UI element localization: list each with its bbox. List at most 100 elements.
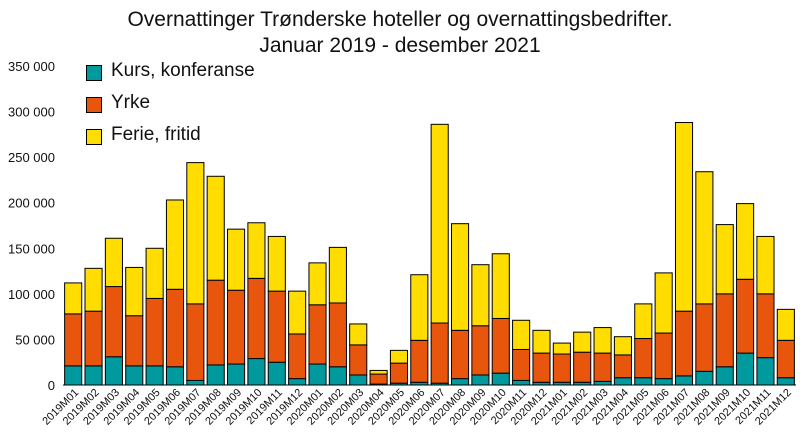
bar-segment-ferie-2020M09: [471, 264, 490, 327]
bar-segment-yrke-2021M02: [573, 351, 592, 383]
bar-segment-ferie-2020M06: [410, 274, 429, 341]
bar-segment-ferie-2020M08: [450, 223, 470, 331]
bar-segment-ferie-2020M02: [328, 246, 347, 304]
bar-segment-kurs-2020M09: [471, 374, 490, 386]
bar-segment-ferie-2020M11: [512, 319, 531, 350]
y-tick-label: 0: [48, 378, 55, 393]
bar-segment-ferie-2019M10: [247, 222, 266, 279]
bar-segment-kurs-2020M03: [349, 374, 368, 386]
legend-label-yrke: Yrke: [111, 92, 151, 113]
bar-segment-kurs-2020M02: [328, 366, 347, 386]
bar-segment-kurs-2019M05: [145, 365, 164, 386]
bar-segment-kurs-2019M10: [247, 358, 266, 386]
bar-segment-ferie-2021M03: [593, 327, 612, 354]
bar-segment-yrke-2020M04: [369, 373, 388, 385]
bar-segment-yrke-2021M06: [654, 332, 673, 380]
bar-segment-yrke-2021M12: [776, 339, 795, 379]
bar-segment-ferie-2019M03: [104, 237, 123, 288]
bar-segment-yrke-2019M11: [267, 290, 286, 363]
legend-label-ferie: Ferie, fritid: [111, 124, 201, 145]
bar-segment-ferie-2021M01: [552, 342, 571, 355]
bar-segment-kurs-2021M04: [613, 377, 632, 386]
bar-segment-yrke-2021M05: [634, 338, 653, 379]
bar-segment-ferie-2019M05: [145, 247, 164, 299]
bar-segment-ferie-2020M05: [389, 349, 409, 364]
bar-segment-yrke-2020M07: [430, 322, 449, 384]
y-tick-label: 100 000: [8, 287, 55, 302]
bar-segment-yrke-2021M09: [715, 293, 734, 368]
bar-segment-kurs-2019M07: [186, 379, 205, 386]
bar-segment-ferie-2020M01: [308, 262, 327, 306]
chart-title: Overnattinger Trønderske hoteller og ove…: [127, 8, 673, 31]
bar-segment-yrke-2019M03: [104, 286, 123, 358]
y-tick-label: 350 000: [8, 59, 55, 74]
bar-segment-yrke-2021M11: [756, 293, 775, 359]
bar-segment-yrke-2019M02: [84, 310, 103, 367]
chart-subtitle: Januar 2019 - desember 2021: [259, 34, 541, 57]
y-tick-label: 200 000: [8, 196, 55, 211]
bar-segment-yrke-2020M03: [349, 344, 368, 376]
bar-segment-ferie-2021M08: [695, 171, 714, 305]
y-tick-label: 150 000: [8, 241, 55, 256]
bar-segment-yrke-2021M03: [593, 352, 612, 382]
bar-segment-kurs-2019M04: [125, 365, 144, 386]
bar-segment-ferie-2021M04: [613, 336, 632, 356]
bar-segment-kurs-2021M05: [634, 377, 653, 386]
bar-segment-ferie-2020M07: [430, 123, 449, 324]
bar-segment-ferie-2021M12: [776, 308, 795, 341]
bar-segment-yrke-2020M02: [328, 302, 347, 368]
bar-segment-kurs-2019M06: [165, 366, 185, 386]
y-tick-label: 250 000: [8, 150, 55, 165]
bar-segment-ferie-2021M10: [736, 203, 755, 280]
bar-segment-yrke-2020M05: [389, 362, 409, 384]
bar-segment-yrke-2019M04: [125, 315, 144, 367]
bar-segment-ferie-2020M03: [349, 323, 368, 346]
bar-segment-ferie-2021M06: [654, 272, 673, 334]
bar-segment-ferie-2020M10: [491, 253, 510, 319]
bar-segment-kurs-2020M10: [491, 372, 510, 386]
bar-segment-kurs-2020M01: [308, 363, 327, 386]
bar-segment-yrke-2020M09: [471, 325, 490, 376]
bar-segment-ferie-2021M11: [756, 235, 775, 295]
bar-segment-yrke-2020M01: [308, 304, 327, 365]
bar-segment-yrke-2019M01: [64, 313, 83, 367]
bar-segment-ferie-2019M08: [206, 175, 225, 281]
bar-segment-kurs-2021M09: [715, 366, 734, 386]
bar-segment-kurs-2019M03: [104, 356, 123, 386]
bar-segment-kurs-2021M07: [674, 375, 694, 386]
bar-segment-ferie-2019M11: [267, 235, 286, 292]
bar-segment-ferie-2019M12: [288, 290, 307, 335]
bar-segment-ferie-2019M09: [227, 228, 246, 291]
bar-segment-yrke-2021M07: [674, 310, 694, 377]
bar-segment-kurs-2019M09: [227, 363, 246, 386]
bar-segment-yrke-2019M09: [227, 289, 246, 365]
bar-segment-ferie-2019M06: [165, 199, 185, 290]
bar-segment-kurs-2021M06: [654, 378, 673, 386]
legend-label-kurs: Kurs, konferanse: [111, 60, 255, 81]
bar-segment-kurs-2021M10: [736, 352, 755, 386]
bar-segment-yrke-2019M08: [206, 279, 225, 366]
bar-segment-kurs-2019M12: [288, 378, 307, 386]
bar-segment-ferie-2021M07: [674, 122, 694, 312]
bar-segment-yrke-2020M10: [491, 317, 510, 374]
bar-segment-yrke-2021M10: [736, 278, 755, 354]
bar-segment-yrke-2019M12: [288, 333, 307, 380]
bar-segment-ferie-2019M04: [125, 266, 144, 317]
bar-segment-yrke-2019M06: [165, 288, 185, 368]
bar-segment-yrke-2020M12: [532, 352, 551, 383]
bar-segment-ferie-2019M01: [64, 282, 83, 315]
bar-segment-yrke-2021M01: [552, 353, 571, 383]
bar-segment-ferie-2021M05: [634, 303, 653, 340]
bar-segment-yrke-2019M10: [247, 277, 266, 360]
bar-segment-ferie-2019M07: [186, 162, 205, 305]
bar-segment-yrke-2020M08: [450, 329, 470, 380]
legend-swatch-kurs: [86, 65, 102, 81]
bar-segment-kurs-2019M01: [64, 365, 83, 386]
legend-swatch-ferie: [86, 129, 102, 145]
bar-segment-yrke-2020M11: [512, 348, 531, 381]
legend-swatch-yrke: [86, 97, 102, 113]
bar-segment-kurs-2020M11: [512, 379, 531, 386]
bar-segment-ferie-2021M02: [573, 331, 592, 353]
